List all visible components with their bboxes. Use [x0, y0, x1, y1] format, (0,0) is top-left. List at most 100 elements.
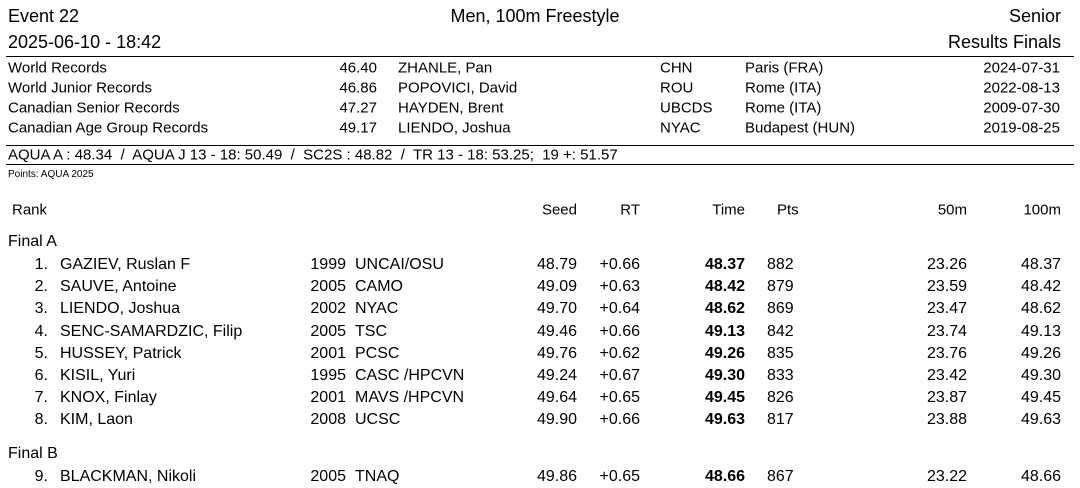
record-holder: LIENDO, Joshua: [398, 119, 511, 137]
split-50m: 23.59: [926, 278, 967, 296]
qualifying-standards: AQUA A : 48.34 / AQUA J 13 - 18: 50.49 /…: [8, 146, 618, 164]
column-header: Seed: [541, 201, 577, 219]
split-50m: 23.76: [926, 344, 967, 362]
record-name: Canadian Age Group Records: [8, 119, 209, 137]
club: TNAQ: [355, 467, 400, 485]
birth-year: 2001: [310, 344, 346, 362]
birth-year: 2005: [310, 467, 346, 485]
record-time: 46.40: [339, 59, 377, 77]
seed-time: 49.46: [536, 322, 577, 340]
record-name: Canadian Senior Records: [8, 99, 180, 117]
reaction-time: +0.66: [599, 256, 640, 273]
record-club: UBCDS: [660, 99, 713, 117]
reaction-time: +0.66: [599, 322, 640, 340]
record-time: 46.86: [339, 79, 377, 97]
split-100m: 48.66: [1020, 467, 1061, 485]
record-location: Paris (FRA): [745, 59, 824, 77]
rank: 6.: [34, 367, 48, 384]
reaction-time: +0.62: [599, 344, 640, 362]
date-time: 2025-06-10 - 18:42: [8, 32, 162, 52]
points: 826: [767, 389, 794, 407]
seed-time: 49.09: [536, 278, 577, 296]
record-date: 2022-08-13: [983, 79, 1060, 97]
final-time: 49.30: [704, 367, 745, 384]
reaction-time: +0.65: [599, 389, 640, 407]
final-time: 49.26: [704, 344, 745, 362]
split-50m: 23.47: [926, 300, 967, 318]
seed-time: 49.86: [536, 467, 577, 485]
rank: 1.: [34, 256, 48, 273]
points: 879: [767, 278, 794, 296]
record-holder: ZHANLE, Pan: [398, 59, 493, 77]
swimmer-name: SENC-SAMARDZIC, Filip: [60, 322, 243, 340]
split-50m: 23.42: [926, 367, 967, 384]
record-name: World Junior Records: [8, 79, 152, 97]
club: CAMO: [355, 278, 403, 296]
birth-year: 2008: [310, 411, 346, 429]
club: NYAC: [355, 300, 399, 318]
rule: [6, 145, 1074, 146]
split-100m: 48.62: [1020, 300, 1061, 318]
rank: 9.: [34, 467, 48, 485]
points: 833: [767, 367, 794, 384]
rank: 4.: [34, 322, 48, 340]
category: Senior: [1008, 6, 1061, 26]
club: MAVS /HPCVN: [355, 389, 465, 407]
column-header: RT: [620, 201, 640, 219]
split-50m: 23.74: [926, 322, 967, 340]
points: 867: [767, 467, 794, 485]
split-100m: 49.30: [1020, 367, 1061, 384]
club: CASC /HPCVN: [355, 367, 465, 384]
split-50m: 23.26: [926, 256, 967, 273]
points-note: Points: AQUA 2025: [8, 169, 94, 180]
seed-time: 49.76: [536, 344, 577, 362]
swimmer-name: HUSSEY, Patrick: [60, 344, 182, 362]
split-100m: 49.13: [1020, 322, 1061, 340]
birth-year: 2005: [310, 322, 346, 340]
rule: [6, 56, 1074, 57]
seed-time: 49.64: [536, 389, 577, 407]
record-time: 49.17: [339, 119, 377, 137]
split-50m: 23.88: [926, 411, 967, 429]
final-time: 49.45: [704, 389, 745, 407]
rank: 5.: [34, 344, 48, 362]
final-time: 48.62: [704, 300, 745, 318]
birth-year: 2001: [310, 389, 346, 407]
birth-year: 1995: [310, 367, 346, 384]
rank: 8.: [34, 411, 48, 429]
final-time: 48.37: [704, 256, 745, 273]
split-50m: 23.22: [926, 467, 967, 485]
swimmer-name: SAUVE, Antoine: [60, 278, 177, 296]
swimmer-name: LIENDO, Joshua: [60, 300, 181, 318]
final-time: 48.42: [704, 278, 745, 296]
record-holder: HAYDEN, Brent: [398, 99, 504, 117]
seed-time: 49.90: [536, 411, 577, 429]
points: 835: [767, 344, 794, 362]
column-header: Rank: [12, 201, 48, 219]
club: UCSC: [355, 411, 401, 429]
column-header: Pts: [777, 201, 799, 219]
results-type: Results Finals: [947, 32, 1061, 52]
swimmer-name: GAZIEV, Ruslan F: [60, 256, 191, 273]
final-time: 49.13: [704, 322, 745, 340]
club: PCSC: [355, 344, 400, 362]
swimmer-name: KIM, Laon: [60, 411, 133, 429]
event-number: Event 22: [8, 6, 80, 26]
split-100m: 48.37: [1020, 256, 1061, 273]
record-location: Rome (ITA): [745, 99, 822, 117]
points: 817: [767, 411, 794, 429]
split-100m: 49.63: [1020, 411, 1061, 429]
heat-title: Final A: [8, 233, 57, 250]
event-title: Men, 100m Freestyle: [450, 6, 620, 26]
record-club: CHN: [660, 59, 693, 77]
record-holder: POPOVICI, David: [398, 79, 518, 97]
reaction-time: +0.64: [599, 300, 640, 318]
record-date: 2024-07-31: [983, 59, 1060, 77]
column-header: Time: [712, 201, 745, 219]
record-date: 2019-08-25: [983, 119, 1060, 137]
record-name: World Records: [8, 59, 107, 77]
record-location: Rome (ITA): [745, 79, 822, 97]
seed-time: 49.24: [536, 367, 577, 384]
seed-time: 48.79: [536, 256, 577, 273]
